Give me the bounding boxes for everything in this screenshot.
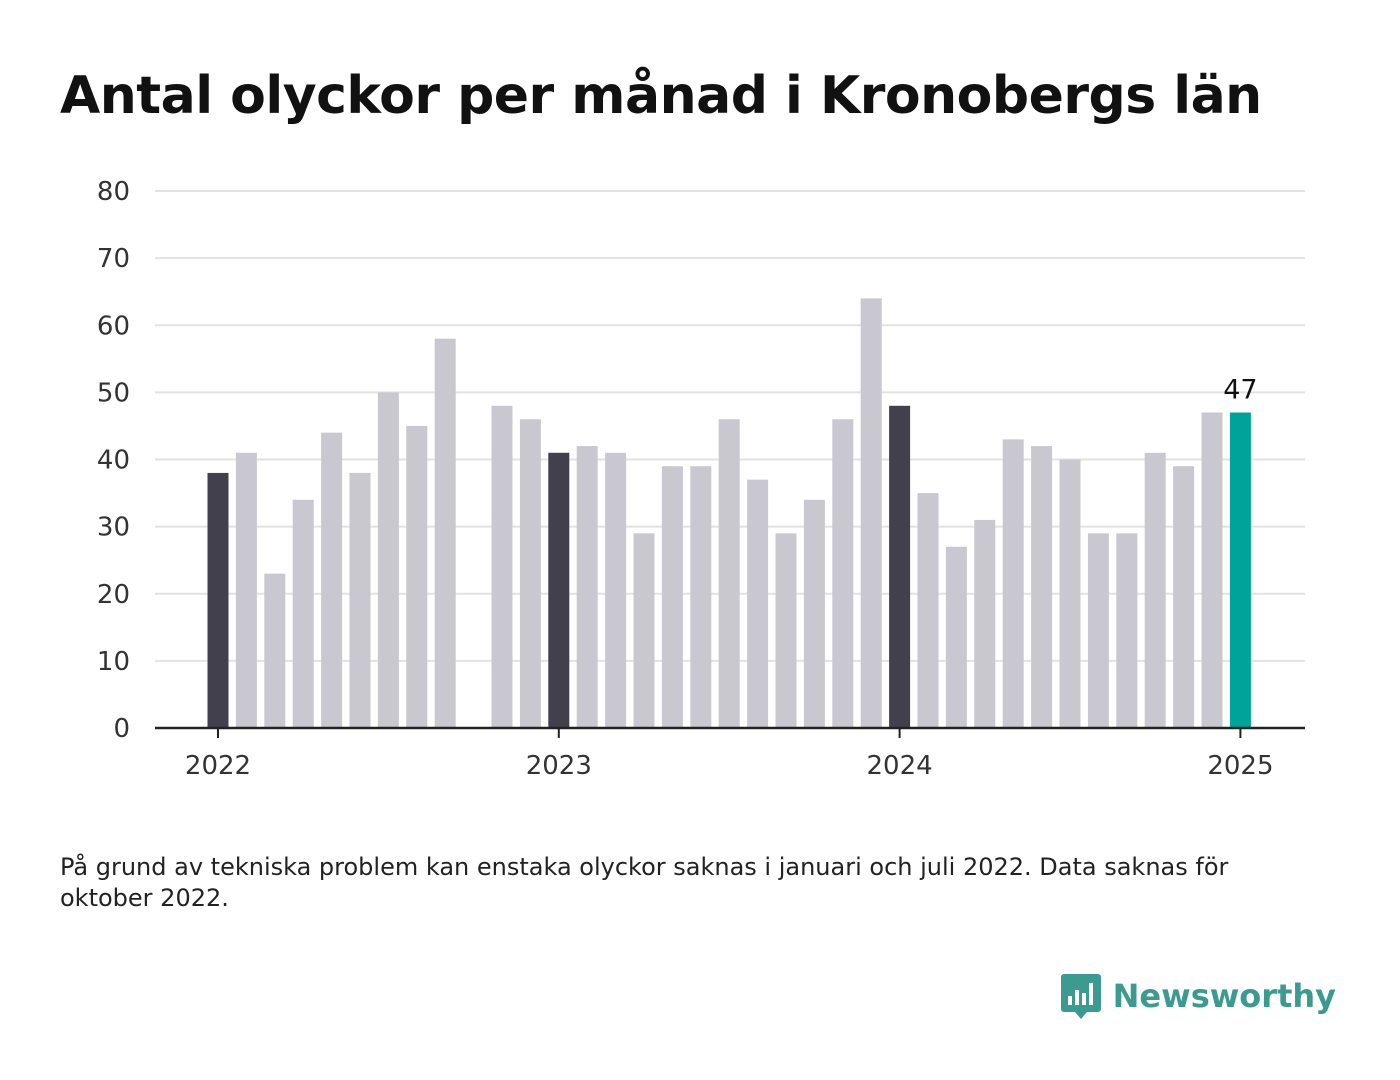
bar-2023-09 <box>775 533 797 728</box>
bar-2024-08 <box>1087 533 1109 728</box>
y-tick-label: 80 <box>97 177 130 207</box>
bar-2022-06 <box>349 472 371 728</box>
x-tick-label: 2022 <box>185 751 251 781</box>
bar-2022-08 <box>406 425 428 728</box>
bar-2023-10 <box>803 499 825 728</box>
bar-2023-04 <box>633 533 655 728</box>
bar-2023-11 <box>832 419 854 728</box>
bar-2023-07 <box>718 419 740 728</box>
y-tick-label: 30 <box>97 513 130 543</box>
x-tick-label: 2023 <box>526 751 592 781</box>
bar-2022-04 <box>292 499 314 728</box>
bar-chart: 0 10 20 30 40 50 60 70 80 2022 2023 2024 2025 47 <box>97 177 1305 781</box>
bars <box>207 298 1251 728</box>
bar-2023-08 <box>747 479 769 728</box>
y-tick-label: 70 <box>97 244 130 274</box>
bar-2024-09 <box>1116 533 1138 728</box>
newsworthy-brand[interactable]: Newsworthy <box>1060 972 1336 1020</box>
data-labels: 47 <box>1223 375 1257 406</box>
y-tick-label: 20 <box>97 580 130 610</box>
bar-2023-02 <box>576 446 598 728</box>
bar-2024-07 <box>1059 459 1081 728</box>
y-tick-label: 50 <box>97 378 130 408</box>
bar-2022-12 <box>519 419 541 728</box>
bar-2025-01 <box>1229 412 1251 728</box>
footnote: På grund av tekniska problem kan enstaka… <box>60 853 1229 912</box>
bar-2022-01 <box>207 472 229 728</box>
newsworthy-bar-chart-icon <box>1060 974 1101 1019</box>
chart-title: Antal olyckor per månad i Kronobergs län <box>60 66 1262 126</box>
bar-2022-02 <box>235 452 257 728</box>
brand-name: Newsworthy <box>1112 977 1336 1015</box>
bar-2024-05 <box>1002 439 1024 728</box>
bar-2023-06 <box>690 466 712 728</box>
bar-2023-03 <box>605 452 627 728</box>
y-axis-ticks: 0 10 20 30 40 50 60 70 80 <box>97 177 130 744</box>
y-tick-label: 60 <box>97 311 130 341</box>
x-axis-ticks: 2022 2023 2024 2025 <box>185 728 1273 781</box>
bar-2024-02 <box>917 493 939 728</box>
bar-2023-01 <box>548 452 570 728</box>
bar-2023-05 <box>661 466 683 728</box>
bar-2024-06 <box>1031 446 1053 728</box>
latest-value-label: 47 <box>1223 375 1257 406</box>
bar-2023-12 <box>860 298 882 728</box>
y-tick-label: 10 <box>97 647 130 677</box>
bar-2024-03 <box>945 546 967 728</box>
bar-2022-07 <box>377 392 399 728</box>
x-tick-label: 2024 <box>867 751 933 781</box>
bar-2022-05 <box>321 432 343 728</box>
bar-2022-11 <box>491 405 513 728</box>
bar-2024-04 <box>974 519 996 728</box>
bar-2022-09 <box>434 338 456 728</box>
bar-2024-10 <box>1144 452 1166 728</box>
bar-2024-11 <box>1173 466 1195 728</box>
bar-2024-12 <box>1201 412 1223 728</box>
y-tick-label: 0 <box>113 714 130 744</box>
y-tick-label: 40 <box>97 446 130 476</box>
bar-2024-01 <box>889 405 911 728</box>
bar-2022-03 <box>264 573 286 728</box>
x-tick-label: 2025 <box>1207 751 1273 781</box>
